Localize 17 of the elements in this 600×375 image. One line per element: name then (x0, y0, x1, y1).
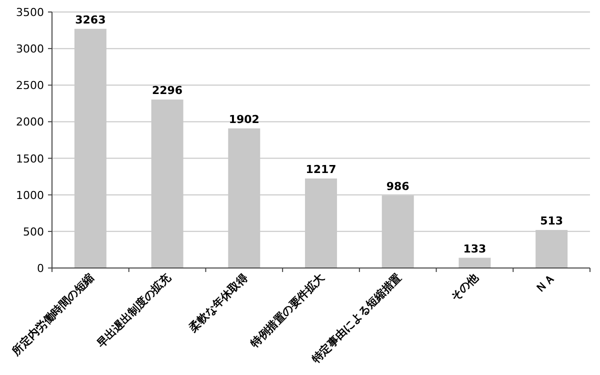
data-label: 1217 (306, 162, 336, 176)
data-label: 513 (540, 214, 564, 228)
y-tick-label: 1000 (16, 188, 44, 202)
y-tick-label: 500 (23, 225, 44, 238)
x-tick-label: その他 (448, 270, 482, 304)
data-label: 2296 (152, 84, 183, 98)
x-tick-label: 柔軟な年休取得 (186, 270, 250, 336)
data-label: 3263 (75, 13, 106, 26)
x-tick-label: ＮＡ (532, 270, 558, 296)
y-tick-label: 2500 (16, 79, 44, 92)
data-label: 133 (463, 242, 486, 256)
data-label: 1902 (228, 112, 260, 126)
y-tick-label: 2000 (16, 116, 44, 129)
data-label: 986 (386, 180, 410, 193)
y-tick-label: 1500 (16, 152, 44, 166)
y-tick-label: 3000 (16, 42, 44, 56)
y-tick-label: 3500 (16, 6, 44, 19)
